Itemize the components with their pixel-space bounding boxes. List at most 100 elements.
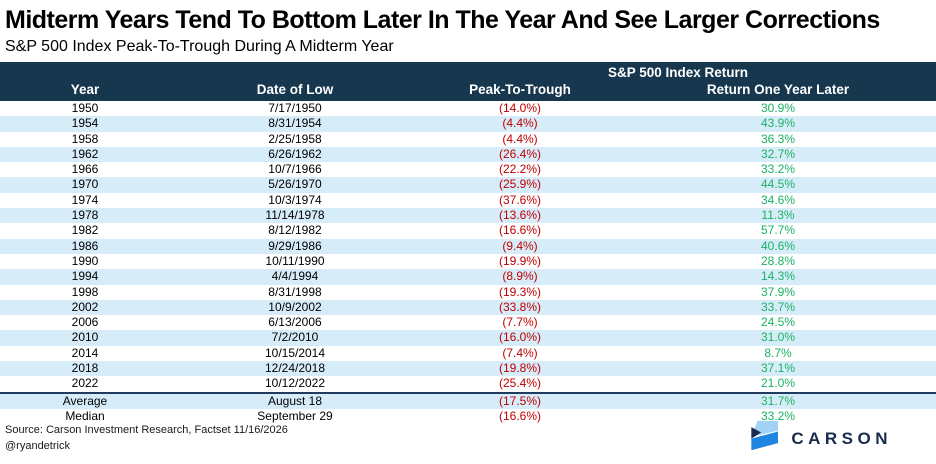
year-cell: 2022 — [71, 376, 99, 391]
table-row: 2006 6/13/2006 (7.7%) 24.5% — [0, 315, 936, 330]
return-one-year-later-cell: 24.5% — [760, 315, 796, 330]
date-of-low-cell: 6/26/1962 — [268, 146, 322, 161]
peak-to-trough-cell: (16.6%) — [498, 223, 542, 238]
date-of-low-cell: 10/7/1966 — [268, 162, 322, 177]
table-row: Median September 29 (16.6%) 33.2% — [0, 409, 936, 424]
group-header-row: S&P 500 Index Return — [0, 62, 936, 80]
midterm-years-table: S&P 500 Index Return Year Date of Low Pe… — [0, 62, 936, 424]
table-row: 2002 10/9/2002 (33.8%) 33.7% — [0, 299, 936, 316]
peak-to-trough-cell: (25.9%) — [498, 177, 542, 192]
table-row: 1974 10/3/1974 (37.6%) 34.6% — [0, 193, 936, 208]
table-header: S&P 500 Index Return Year Date of Low Pe… — [0, 62, 936, 101]
source-block: Source: Carson Investment Research, Fact… — [5, 423, 288, 454]
peak-to-trough-cell: (25.4%) — [498, 376, 542, 391]
table-row: 1954 8/31/1954 (4.4%) 43.9% — [0, 116, 936, 132]
table-row: 1990 10/11/1990 (19.9%) 28.8% — [0, 254, 936, 269]
return-one-year-later-cell: 34.6% — [760, 192, 796, 207]
peak-to-trough-cell: (4.4%) — [502, 116, 538, 131]
date-of-low-cell: 6/13/2006 — [268, 315, 322, 330]
peak-to-trough-cell: (19.3%) — [498, 284, 542, 299]
return-one-year-later-cell: 33.2% — [760, 162, 796, 177]
summary-label-cell: Average — [0, 391, 170, 409]
table-row: 2018 12/24/2018 (19.8%) 37.1% — [0, 361, 936, 377]
table-row: 1962 6/26/1962 (26.4%) 32.7% — [0, 146, 936, 163]
table-row: 1978 11/14/1978 (13.6%) 11.3% — [0, 208, 936, 224]
table-row: 1982 8/12/1982 (16.6%) 57.7% — [0, 223, 936, 238]
col-header-return-one-year-later: Return One Year Later — [706, 82, 850, 97]
table-row: 1994 4/4/1994 (8.9%) 14.3% — [0, 269, 936, 285]
date-of-low-cell: 11/14/1978 — [265, 208, 325, 223]
peak-to-trough-cell: (17.5%) — [420, 391, 620, 409]
table-body: 1950 7/17/1950 (14.0%) 30.9% 1954 8/31/1954 (4… — [0, 101, 936, 424]
table-row: 1950 7/17/1950 (14.0%) 30.9% — [0, 101, 936, 116]
page-title: Midterm Years Tend To Bottom Later In Th… — [5, 6, 880, 34]
peak-to-trough-cell: (37.6%) — [498, 192, 542, 207]
peak-to-trough-cell: (22.2%) — [498, 162, 542, 177]
year-cell: 1966 — [71, 162, 99, 177]
year-cell: 1998 — [71, 284, 99, 299]
col-header-year: Year — [70, 82, 100, 97]
return-one-year-later-cell: 36.3% — [760, 131, 796, 146]
peak-to-trough-cell: (19.8%) — [498, 361, 542, 376]
peak-to-trough-cell: (7.7%) — [502, 315, 538, 330]
date-of-low-cell: 10/12/2022 — [264, 376, 326, 391]
date-of-low-cell: August 18 — [170, 391, 420, 409]
peak-to-trough-cell: (13.6%) — [498, 208, 542, 223]
table-row: 1958 2/25/1958 (4.4%) 36.3% — [0, 132, 936, 147]
table-row: 2022 10/12/2022 (25.4%) 21.0% — [0, 376, 936, 392]
year-cell: 2010 — [71, 330, 99, 345]
date-of-low-cell: 10/9/2002 — [268, 299, 322, 314]
date-of-low-cell: 12/24/2018 — [264, 361, 326, 376]
date-of-low-cell: 7/17/1950 — [268, 101, 322, 115]
source-text: Source: Carson Investment Research, Fact… — [5, 424, 288, 437]
year-cell: 1958 — [71, 131, 99, 146]
date-of-low-cell: 4/4/1994 — [271, 269, 319, 284]
summary-label-cell: Median — [65, 408, 105, 423]
return-one-year-later-cell: 44.5% — [760, 177, 796, 192]
table-row: 2014 10/15/2014 (7.4%) 8.7% — [0, 346, 936, 361]
year-cell: 1954 — [71, 116, 99, 131]
year-cell: 2002 — [71, 299, 99, 314]
carson-logo: CARSON — [746, 419, 892, 458]
peak-to-trough-cell: (4.4%) — [502, 131, 538, 146]
year-cell: 1970 — [71, 177, 99, 192]
year-cell: 1990 — [71, 253, 99, 268]
table-row: 1970 5/26/1970 (25.9%) 44.5% — [0, 177, 936, 193]
return-one-year-later-cell: 31.0% — [760, 330, 796, 345]
carson-logo-wordmark: CARSON — [791, 428, 892, 448]
year-cell: 1978 — [71, 208, 99, 223]
peak-to-trough-cell: (7.4%) — [502, 345, 538, 360]
return-one-year-later-cell: 57.7% — [760, 223, 796, 238]
year-cell: 1962 — [71, 146, 99, 161]
date-of-low-cell: 10/15/2014 — [264, 345, 326, 360]
peak-to-trough-cell: (19.9%) — [498, 253, 542, 268]
return-one-year-later-cell: 28.8% — [760, 253, 796, 268]
table-row: 2010 7/2/2010 (16.0%) 31.0% — [0, 330, 936, 346]
year-cell: 1950 — [71, 101, 99, 115]
carson-logo-mark-icon — [746, 419, 779, 458]
return-one-year-later-cell: 21.0% — [760, 376, 796, 391]
col-header-peak-to-trough: Peak-To-Trough — [469, 82, 571, 97]
year-cell: 2006 — [71, 315, 99, 330]
column-header-row: Year Date of Low Peak-To-Trough Return O… — [0, 80, 936, 101]
return-one-year-later-cell: 30.9% — [760, 101, 796, 115]
date-of-low-cell: 5/26/1970 — [268, 177, 322, 192]
date-of-low-cell: 8/12/1982 — [268, 223, 322, 238]
return-one-year-later-cell: 14.3% — [760, 269, 796, 284]
table-row: 1966 10/7/1966 (22.2%) 33.2% — [0, 162, 936, 177]
year-cell: 2014 — [71, 345, 99, 360]
table-row: 1986 9/29/1986 (9.4%) 40.6% — [0, 238, 936, 254]
date-of-low-cell: 8/31/1954 — [268, 116, 322, 131]
date-of-low-cell: 9/29/1986 — [268, 238, 322, 253]
peak-to-trough-cell: (8.9%) — [502, 269, 538, 284]
author-handle: @ryandetrick — [5, 439, 70, 452]
date-of-low-cell: 7/2/2010 — [271, 330, 319, 345]
year-cell: 1974 — [71, 192, 99, 207]
col-header-date-of-low: Date of Low — [256, 82, 334, 97]
return-one-year-later-cell: 33.2% — [760, 408, 796, 423]
return-one-year-later-cell: 31.7% — [620, 391, 936, 409]
year-cell: 1994 — [71, 269, 99, 284]
return-one-year-later-cell: 37.1% — [760, 361, 796, 376]
date-of-low-cell: 8/31/1998 — [268, 284, 322, 299]
